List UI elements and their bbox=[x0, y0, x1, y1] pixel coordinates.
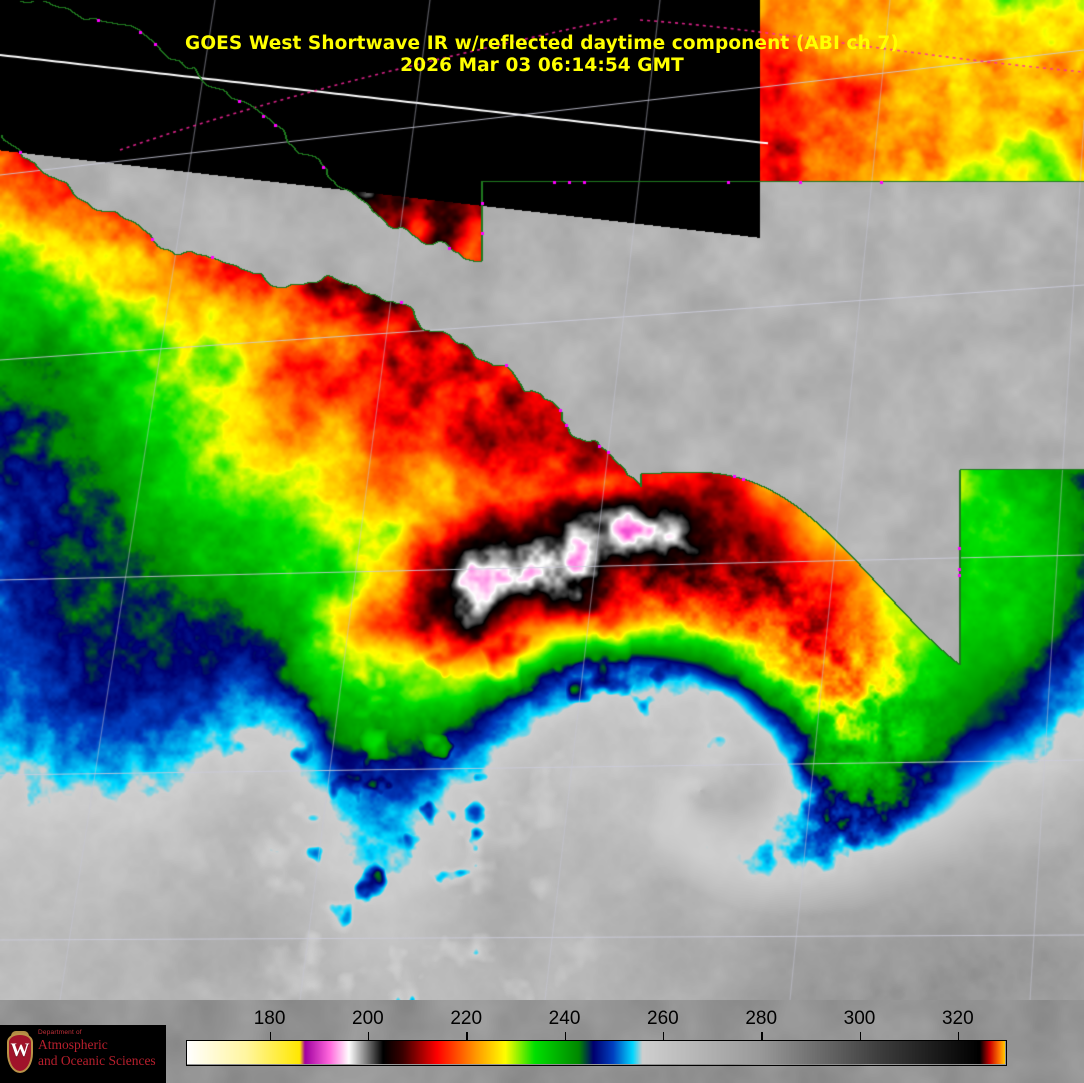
crest-letter: W bbox=[10, 1040, 30, 1061]
colorbar-gradient bbox=[186, 1040, 1007, 1066]
colorbar-tick bbox=[466, 1032, 468, 1040]
colorbar-tick-label: 240 bbox=[548, 1008, 581, 1029]
colorbar-tick bbox=[269, 1032, 272, 1040]
satellite-image-canvas bbox=[0, 0, 1084, 1000]
logo-dept-label: Department of bbox=[38, 1029, 82, 1036]
uw-crest-icon: W bbox=[5, 1030, 35, 1076]
logo-name-line1: Atmospheric bbox=[38, 1037, 108, 1052]
logo-text: Department of Atmospheric and Oceanic Sc… bbox=[38, 1029, 156, 1069]
colorbar-tick-label: 260 bbox=[647, 1008, 679, 1029]
colorbar-tick-label: 320 bbox=[941, 1008, 974, 1029]
colorbar-tick-label: 200 bbox=[352, 1008, 384, 1029]
colorbar-tick bbox=[761, 1032, 763, 1040]
uw-aos-logo: W Department of Atmospheric and Oceanic … bbox=[0, 1025, 166, 1083]
logo-name-line2: and Oceanic Sciences bbox=[38, 1053, 156, 1068]
colorbar-tick bbox=[662, 1032, 665, 1040]
colorbar-tick bbox=[564, 1032, 567, 1040]
colorbar-tick-label: 220 bbox=[450, 1008, 483, 1029]
colorbar-tick bbox=[367, 1032, 370, 1040]
colorbar-tick-label: 280 bbox=[745, 1008, 778, 1029]
colorbar-tick bbox=[957, 1032, 960, 1040]
colorbar-tick-label: 180 bbox=[253, 1008, 286, 1029]
colorbar-tick-label: 300 bbox=[843, 1008, 876, 1029]
colorbar-tick bbox=[859, 1032, 861, 1040]
crest-shield bbox=[7, 1033, 33, 1073]
bottom-legend-strip: W Department of Atmospheric and Oceanic … bbox=[0, 1000, 1084, 1083]
